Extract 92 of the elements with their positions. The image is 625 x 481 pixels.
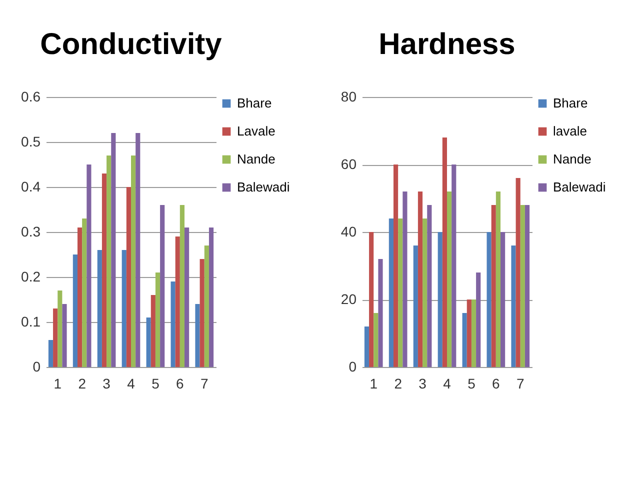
- bar: [58, 290, 62, 367]
- y-tick-label: 60: [340, 156, 357, 172]
- x-tick-label: 3: [102, 376, 111, 392]
- x-tick-label: 3: [418, 376, 427, 392]
- bar: [413, 246, 418, 367]
- bar: [86, 164, 92, 367]
- bar: [106, 156, 112, 367]
- bar: [388, 218, 394, 367]
- legend-label: Lavale: [237, 124, 276, 138]
- x-tick-label: 2: [394, 376, 402, 392]
- legend-label: Bhare: [553, 96, 588, 110]
- bar: [427, 205, 432, 367]
- y-tick-label: 0.6: [21, 88, 41, 104]
- legend-label: Nande: [553, 152, 592, 166]
- bar: [422, 218, 428, 367]
- bar: [393, 164, 398, 367]
- x-tick-label: 6: [492, 376, 500, 392]
- bar: [102, 174, 107, 367]
- bar: [175, 236, 180, 367]
- y-tick-label: 0.4: [21, 178, 41, 194]
- y-tick-label: 0: [348, 358, 357, 374]
- bar: [462, 313, 467, 367]
- bar: [520, 205, 525, 367]
- bar: [97, 250, 102, 367]
- y-tick-label: 0.5: [21, 134, 41, 150]
- y-tick-label: 0.1: [21, 314, 41, 330]
- x-tick-label: 2: [78, 376, 86, 392]
- bar: [136, 133, 140, 367]
- bar: [146, 318, 151, 367]
- bar: [466, 300, 472, 367]
- bar: [53, 308, 58, 367]
- bar: [62, 304, 67, 367]
- legend-label: Nande: [237, 152, 276, 166]
- bar: [378, 259, 383, 367]
- bar: [111, 133, 116, 367]
- bar: [398, 218, 403, 367]
- bar: [452, 164, 456, 367]
- y-tick-label: 80: [340, 88, 357, 104]
- bar: [160, 205, 165, 367]
- bar: [418, 192, 423, 367]
- bar: [204, 246, 209, 367]
- bar: [369, 232, 374, 367]
- bar: [500, 232, 506, 367]
- bar: [184, 228, 190, 367]
- y-tick-label: 0: [32, 358, 41, 374]
- x-tick-label: 7: [200, 376, 208, 392]
- bar: [200, 259, 204, 367]
- bar: [195, 304, 200, 367]
- y-tick-label: 0.2: [21, 268, 41, 284]
- bar: [374, 313, 378, 367]
- x-tick-label: 4: [443, 376, 452, 392]
- bar: [486, 232, 492, 367]
- bar: [72, 254, 78, 367]
- bar: [150, 295, 156, 367]
- bar: [471, 300, 476, 367]
- bar: [155, 272, 160, 367]
- bar: [126, 187, 131, 367]
- bar: [511, 246, 516, 367]
- x-tick-label: 7: [516, 376, 524, 392]
- bar: [447, 192, 452, 367]
- bar: [208, 228, 214, 367]
- bar: [82, 218, 87, 367]
- x-tick-label: 4: [127, 376, 136, 392]
- bar: [131, 156, 136, 367]
- bar: [491, 205, 496, 367]
- bar: [48, 340, 54, 367]
- bar: [442, 138, 447, 367]
- bar: [122, 250, 126, 367]
- bar: [77, 228, 82, 367]
- x-tick-label: 5: [468, 376, 476, 392]
- bar: [496, 192, 501, 367]
- legend-label: Balewadi: [553, 180, 606, 194]
- y-tick-label: 0.3: [21, 224, 41, 240]
- x-tick-label: 5: [152, 376, 160, 392]
- y-tick-label: 40: [340, 224, 357, 240]
- chart-title: Hardness: [378, 28, 516, 61]
- bar: [476, 272, 481, 367]
- x-tick-label: 1: [370, 376, 378, 392]
- bar: [170, 282, 176, 367]
- y-tick-label: 20: [340, 291, 357, 307]
- chart-title: Conductivity: [40, 28, 222, 61]
- bar: [364, 326, 370, 367]
- legend-label: lavale: [553, 124, 587, 138]
- legend-label: Bhare: [237, 96, 272, 110]
- x-tick-label: 6: [176, 376, 184, 392]
- bar: [438, 232, 442, 367]
- legend-label: Balewadi: [237, 180, 290, 194]
- x-tick-label: 1: [54, 376, 62, 392]
- bar: [402, 192, 408, 367]
- bar: [516, 178, 520, 367]
- bar: [180, 205, 185, 367]
- bar: [524, 205, 530, 367]
